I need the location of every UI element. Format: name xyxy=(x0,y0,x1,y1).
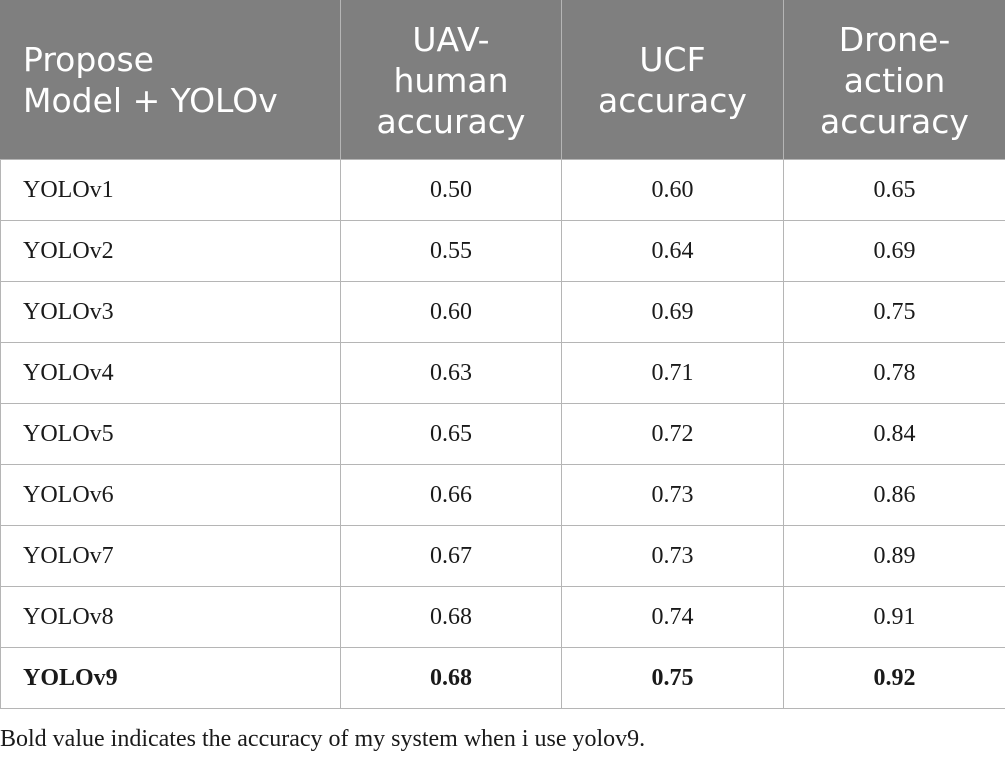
header-model-line-2: Model + YOLOv xyxy=(23,81,278,120)
cell-ucf: 0.74 xyxy=(561,586,784,648)
cell-ucf: 0.72 xyxy=(561,403,784,465)
cell-ucf: 0.73 xyxy=(561,464,784,526)
header-drone-line-1: Drone- xyxy=(838,19,951,59)
cell-ucf: 0.75 xyxy=(561,647,784,709)
cell-uav-human: 0.66 xyxy=(340,464,562,526)
header-uav-human: UAV- human accuracy xyxy=(340,0,562,160)
header-ucf-line-2: accuracy xyxy=(598,81,747,120)
table-footnote: Bold value indicates the accuracy of my … xyxy=(0,726,646,752)
cell-drone-action: 0.65 xyxy=(783,159,1005,221)
cell-uav-human: 0.55 xyxy=(340,220,562,282)
header-drone-line-2: action xyxy=(843,60,946,100)
cell-drone-action: 0.92 xyxy=(783,647,1005,709)
cell-model: YOLOv2 xyxy=(0,220,341,282)
cell-model: YOLOv5 xyxy=(0,403,341,465)
table-header: Propose Model + YOLOv UAV- human accurac… xyxy=(0,0,1005,160)
header-row: Propose Model + YOLOv UAV- human accurac… xyxy=(0,0,1005,160)
table-row: YOLOv3 0.60 0.69 0.75 xyxy=(0,281,1005,343)
cell-drone-action: 0.91 xyxy=(783,586,1005,648)
cell-drone-action: 0.89 xyxy=(783,525,1005,587)
cell-model: YOLOv6 xyxy=(0,464,341,526)
header-ucf-line-1: UCF xyxy=(639,40,706,79)
cell-drone-action: 0.86 xyxy=(783,464,1005,526)
cell-ucf: 0.71 xyxy=(561,342,784,404)
cell-model: YOLOv4 xyxy=(0,342,341,404)
header-uav-line-1: UAV- xyxy=(412,19,490,59)
cell-ucf: 0.73 xyxy=(561,525,784,587)
cell-drone-action: 0.69 xyxy=(783,220,1005,282)
cell-uav-human: 0.50 xyxy=(340,159,562,221)
cell-uav-human: 0.65 xyxy=(340,403,562,465)
table-row: YOLOv7 0.67 0.73 0.89 xyxy=(0,525,1005,587)
table-row: YOLOv5 0.65 0.72 0.84 xyxy=(0,403,1005,465)
header-drone-action: Drone- action accuracy xyxy=(783,0,1005,160)
cell-model: YOLOv8 xyxy=(0,586,341,648)
table-row: YOLOv4 0.63 0.71 0.78 xyxy=(0,342,1005,404)
table-row-highlighted: YOLOv9 0.68 0.75 0.92 xyxy=(0,647,1005,709)
header-model: Propose Model + YOLOv xyxy=(0,0,341,160)
cell-model: YOLOv7 xyxy=(0,525,341,587)
cell-ucf: 0.64 xyxy=(561,220,784,282)
cell-drone-action: 0.78 xyxy=(783,342,1005,404)
results-table-container: Propose Model + YOLOv UAV- human accurac… xyxy=(0,0,1005,709)
header-uav-line-3: accuracy xyxy=(376,101,526,141)
cell-drone-action: 0.84 xyxy=(783,403,1005,465)
table-row: YOLOv2 0.55 0.64 0.69 xyxy=(0,220,1005,282)
header-drone-line-3: accuracy xyxy=(820,101,969,141)
table-row: YOLOv6 0.66 0.73 0.86 xyxy=(0,464,1005,526)
header-uav-line-2: human xyxy=(393,60,509,100)
table-row: YOLOv1 0.50 0.60 0.65 xyxy=(0,159,1005,221)
cell-uav-human: 0.68 xyxy=(340,647,562,709)
header-model-line-1: Propose xyxy=(23,40,154,79)
cell-drone-action: 0.75 xyxy=(783,281,1005,343)
cell-model: YOLOv9 xyxy=(0,647,341,709)
results-table: Propose Model + YOLOv UAV- human accurac… xyxy=(0,0,1005,709)
cell-uav-human: 0.60 xyxy=(340,281,562,343)
cell-model: YOLOv1 xyxy=(0,159,341,221)
cell-uav-human: 0.67 xyxy=(340,525,562,587)
table-body: YOLOv1 0.50 0.60 0.65 YOLOv2 0.55 0.64 0… xyxy=(0,159,1005,709)
cell-model: YOLOv3 xyxy=(0,281,341,343)
table-row: YOLOv8 0.68 0.74 0.91 xyxy=(0,586,1005,648)
header-ucf: UCF accuracy xyxy=(561,0,784,160)
cell-uav-human: 0.68 xyxy=(340,586,562,648)
cell-ucf: 0.60 xyxy=(561,159,784,221)
cell-ucf: 0.69 xyxy=(561,281,784,343)
cell-uav-human: 0.63 xyxy=(340,342,562,404)
